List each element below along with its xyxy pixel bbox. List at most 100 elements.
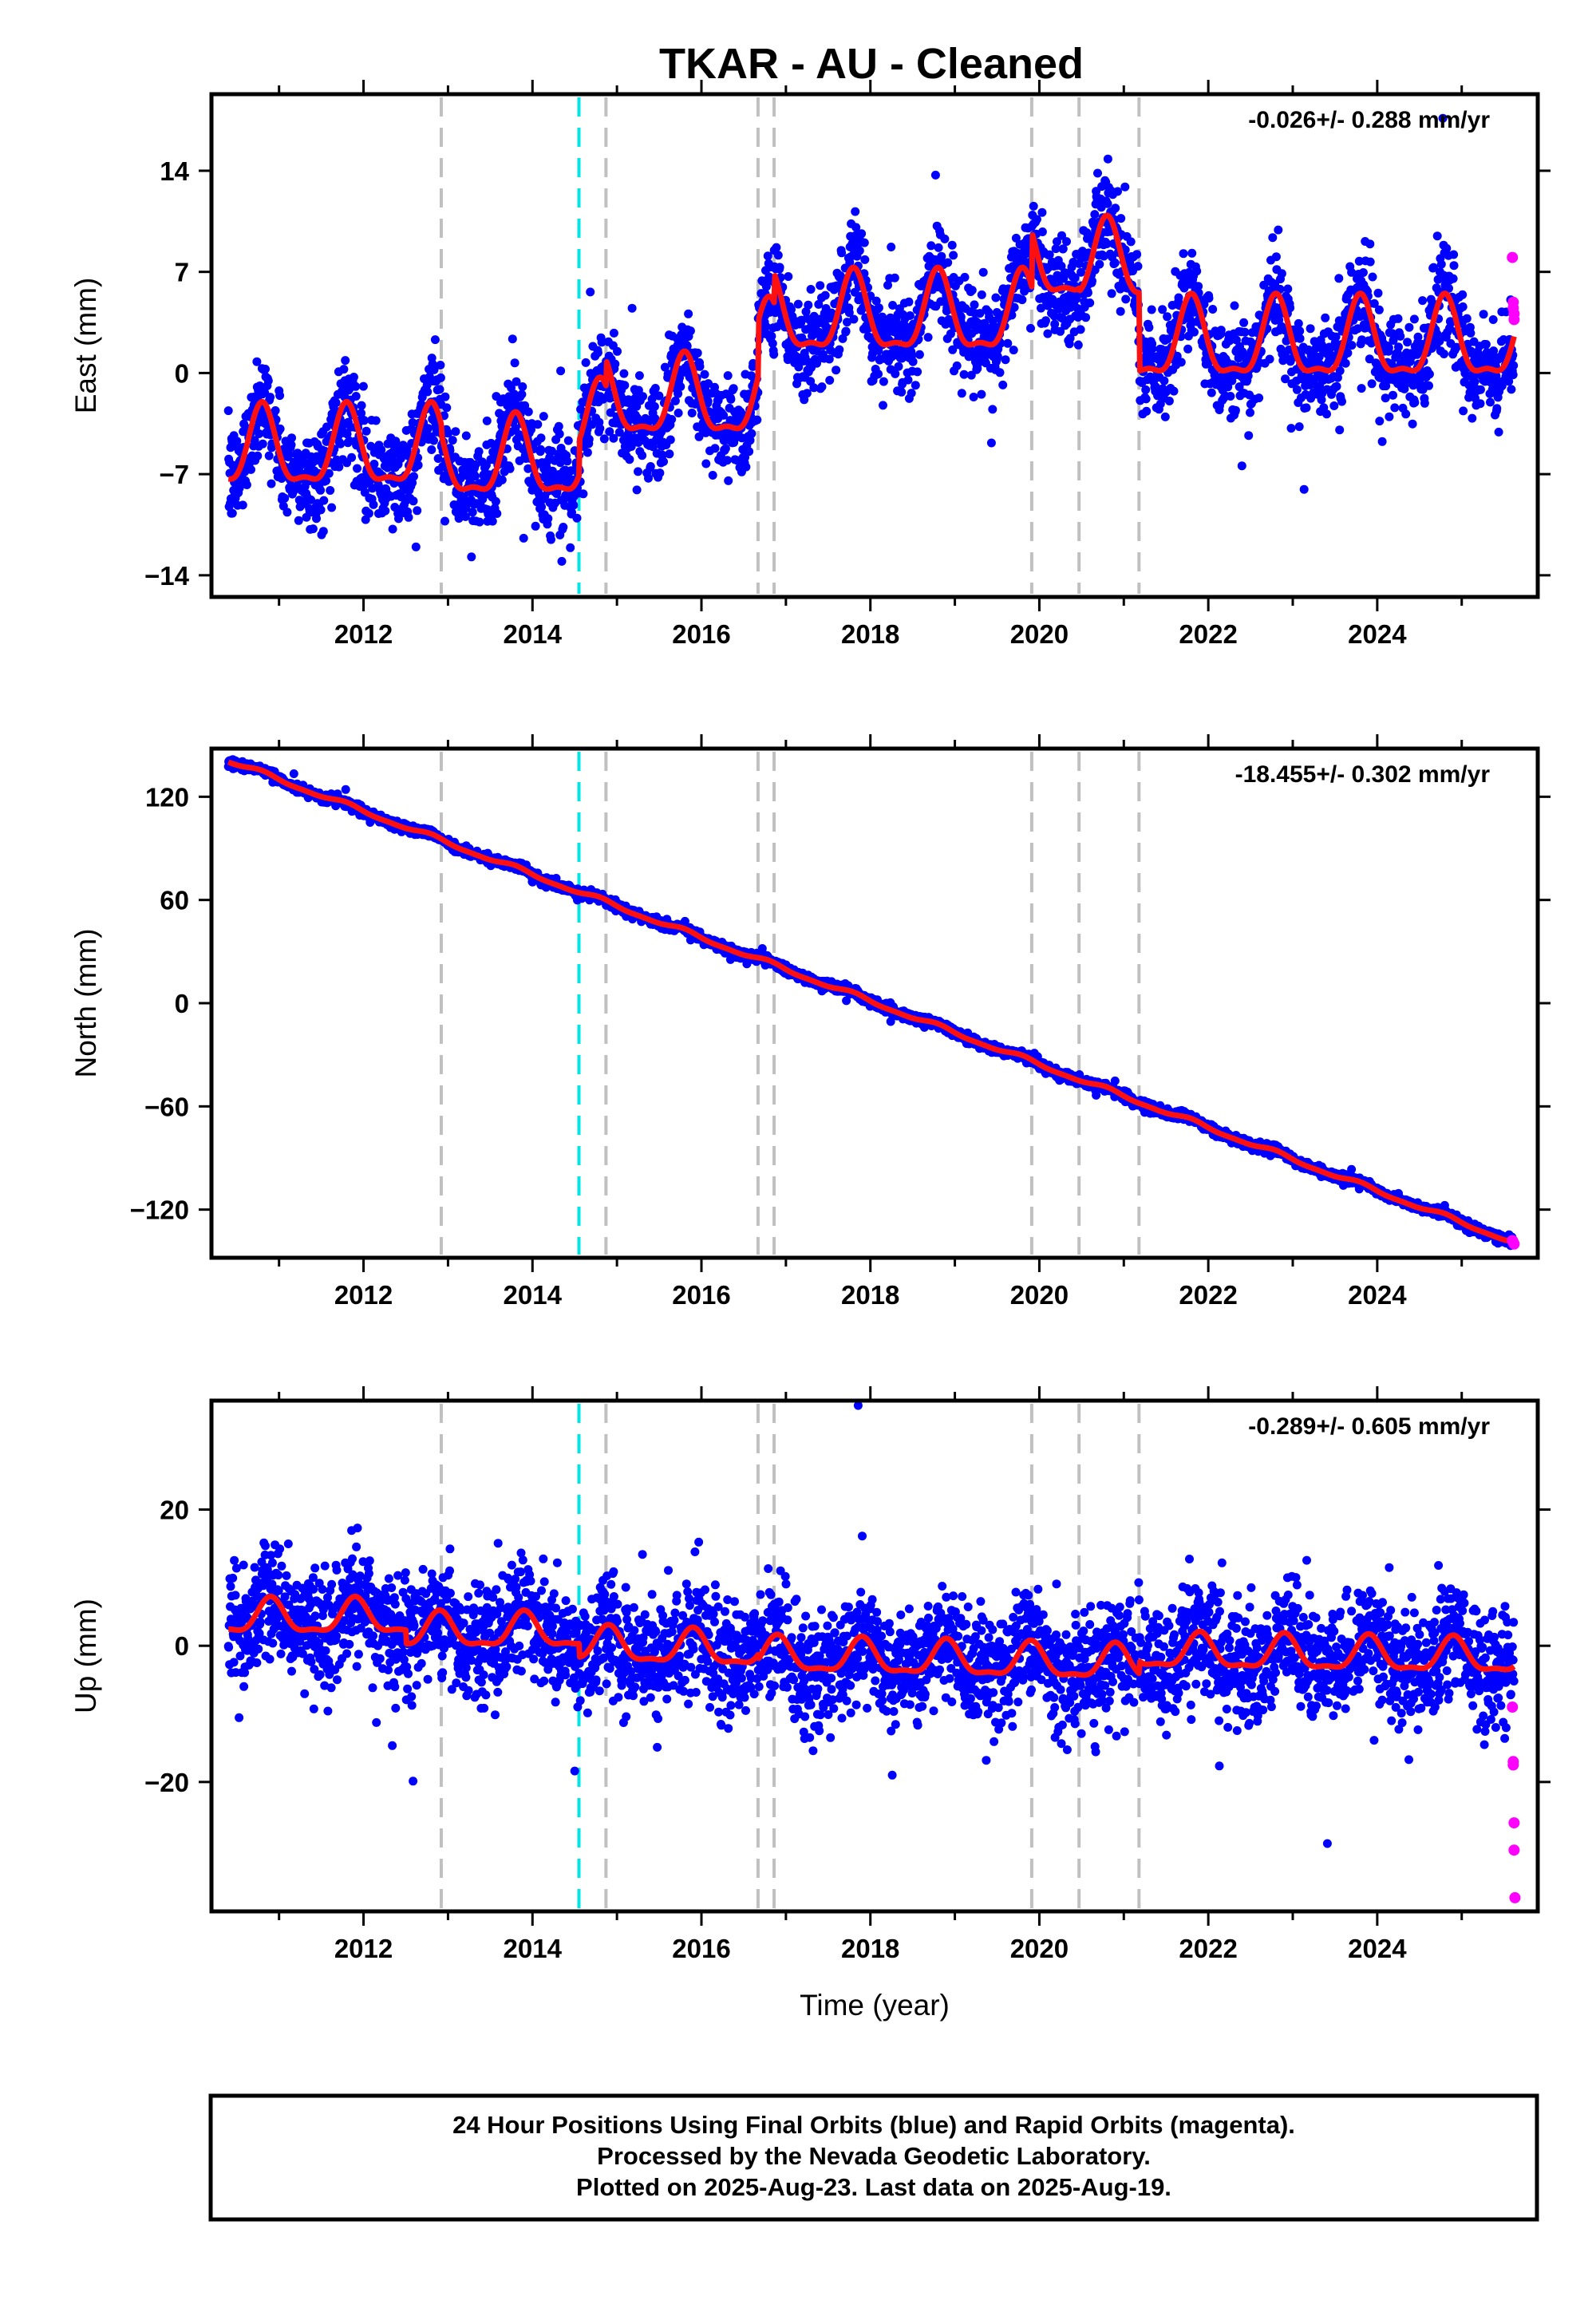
rate-label-east: -0.026+/- 0.288 mm/yr (1248, 107, 1490, 133)
final-point (915, 350, 924, 359)
panel-east: 2012 2014 2016 2018 2020 2022 2024−14−70714Eas… (69, 80, 1551, 649)
final-point (960, 272, 970, 282)
final-point (227, 508, 237, 518)
final-point (775, 263, 784, 272)
final-point (1449, 250, 1459, 259)
final-point (563, 456, 572, 466)
final-point (859, 238, 869, 247)
final-point (442, 403, 452, 413)
final-point (650, 384, 660, 393)
final-point (1286, 303, 1295, 313)
final-point (832, 366, 841, 375)
final-point (1306, 324, 1315, 334)
final-point (1085, 298, 1095, 307)
final-point (1322, 409, 1331, 419)
final-point (905, 311, 915, 320)
final-point (1429, 263, 1438, 272)
final-point (1154, 351, 1163, 361)
final-point (998, 380, 1008, 389)
final-point (491, 496, 500, 506)
final-point (454, 514, 464, 523)
final-points-east (223, 113, 1519, 566)
final-point (435, 385, 444, 394)
final-point (843, 318, 851, 327)
final-point (433, 454, 443, 463)
final-point (536, 433, 546, 443)
final-point (1070, 273, 1080, 283)
final-point (1358, 268, 1368, 277)
plot-area-north (223, 752, 1519, 1255)
final-point (1394, 342, 1403, 352)
final-point (849, 314, 859, 324)
final-point (1158, 305, 1167, 314)
final-point (358, 381, 368, 391)
final-point (411, 542, 421, 551)
final-point (282, 508, 292, 517)
final-point (361, 426, 371, 436)
x-tick-label: 2020 (1010, 619, 1069, 649)
final-point (1354, 256, 1364, 266)
final-point (1062, 237, 1071, 247)
final-point (835, 345, 844, 354)
x-tick-label: 2022 (1179, 619, 1237, 649)
final-point (369, 460, 379, 468)
final-point (1374, 305, 1384, 314)
final-point (353, 464, 361, 473)
final-point (1164, 397, 1174, 405)
final-point (429, 436, 438, 445)
final-point (318, 527, 328, 536)
final-point (1113, 187, 1122, 196)
final-point (252, 357, 262, 366)
final-point (638, 392, 647, 401)
final-point (634, 467, 642, 476)
final-point (650, 401, 659, 411)
final-point (448, 436, 457, 445)
final-point (1259, 280, 1269, 290)
final-point (871, 296, 881, 306)
final-point (1331, 332, 1341, 342)
final-point (749, 358, 758, 368)
final-point (1400, 384, 1409, 393)
final-point (663, 370, 673, 379)
final-point (1133, 262, 1143, 271)
final-point (1029, 201, 1038, 211)
final-point (396, 454, 405, 463)
final-point (547, 535, 555, 544)
final-point (1185, 314, 1195, 324)
final-point (1462, 314, 1472, 323)
final-point (1341, 358, 1350, 368)
final-point (247, 464, 255, 474)
final-point (851, 223, 861, 232)
final-point (324, 468, 334, 478)
final-point (1458, 302, 1468, 311)
final-point (719, 410, 729, 420)
final-point (977, 290, 986, 299)
final-point (1110, 258, 1120, 267)
final-point (327, 503, 337, 512)
final-point (1111, 204, 1120, 213)
final-point (583, 448, 592, 457)
final-point (275, 424, 285, 433)
final-point (1294, 318, 1303, 328)
final-point (436, 373, 445, 382)
x-tick-label: 2014 (504, 619, 563, 649)
y-tick-label: 7 (175, 258, 189, 287)
final-point (913, 367, 922, 377)
final-point (1471, 393, 1479, 403)
final-point (1373, 288, 1383, 298)
final-point (1408, 419, 1417, 429)
final-point (768, 338, 777, 348)
final-point (517, 389, 527, 399)
final-point (1488, 315, 1498, 324)
final-point (724, 476, 733, 485)
final-point (874, 303, 883, 313)
final-point (802, 389, 812, 398)
final-point (726, 394, 736, 404)
final-point (1159, 376, 1169, 385)
final-point (523, 407, 533, 417)
final-point (584, 434, 594, 444)
final-point (1365, 354, 1374, 364)
final-point (684, 309, 693, 318)
final-point (1432, 231, 1442, 241)
final-point (729, 384, 738, 393)
